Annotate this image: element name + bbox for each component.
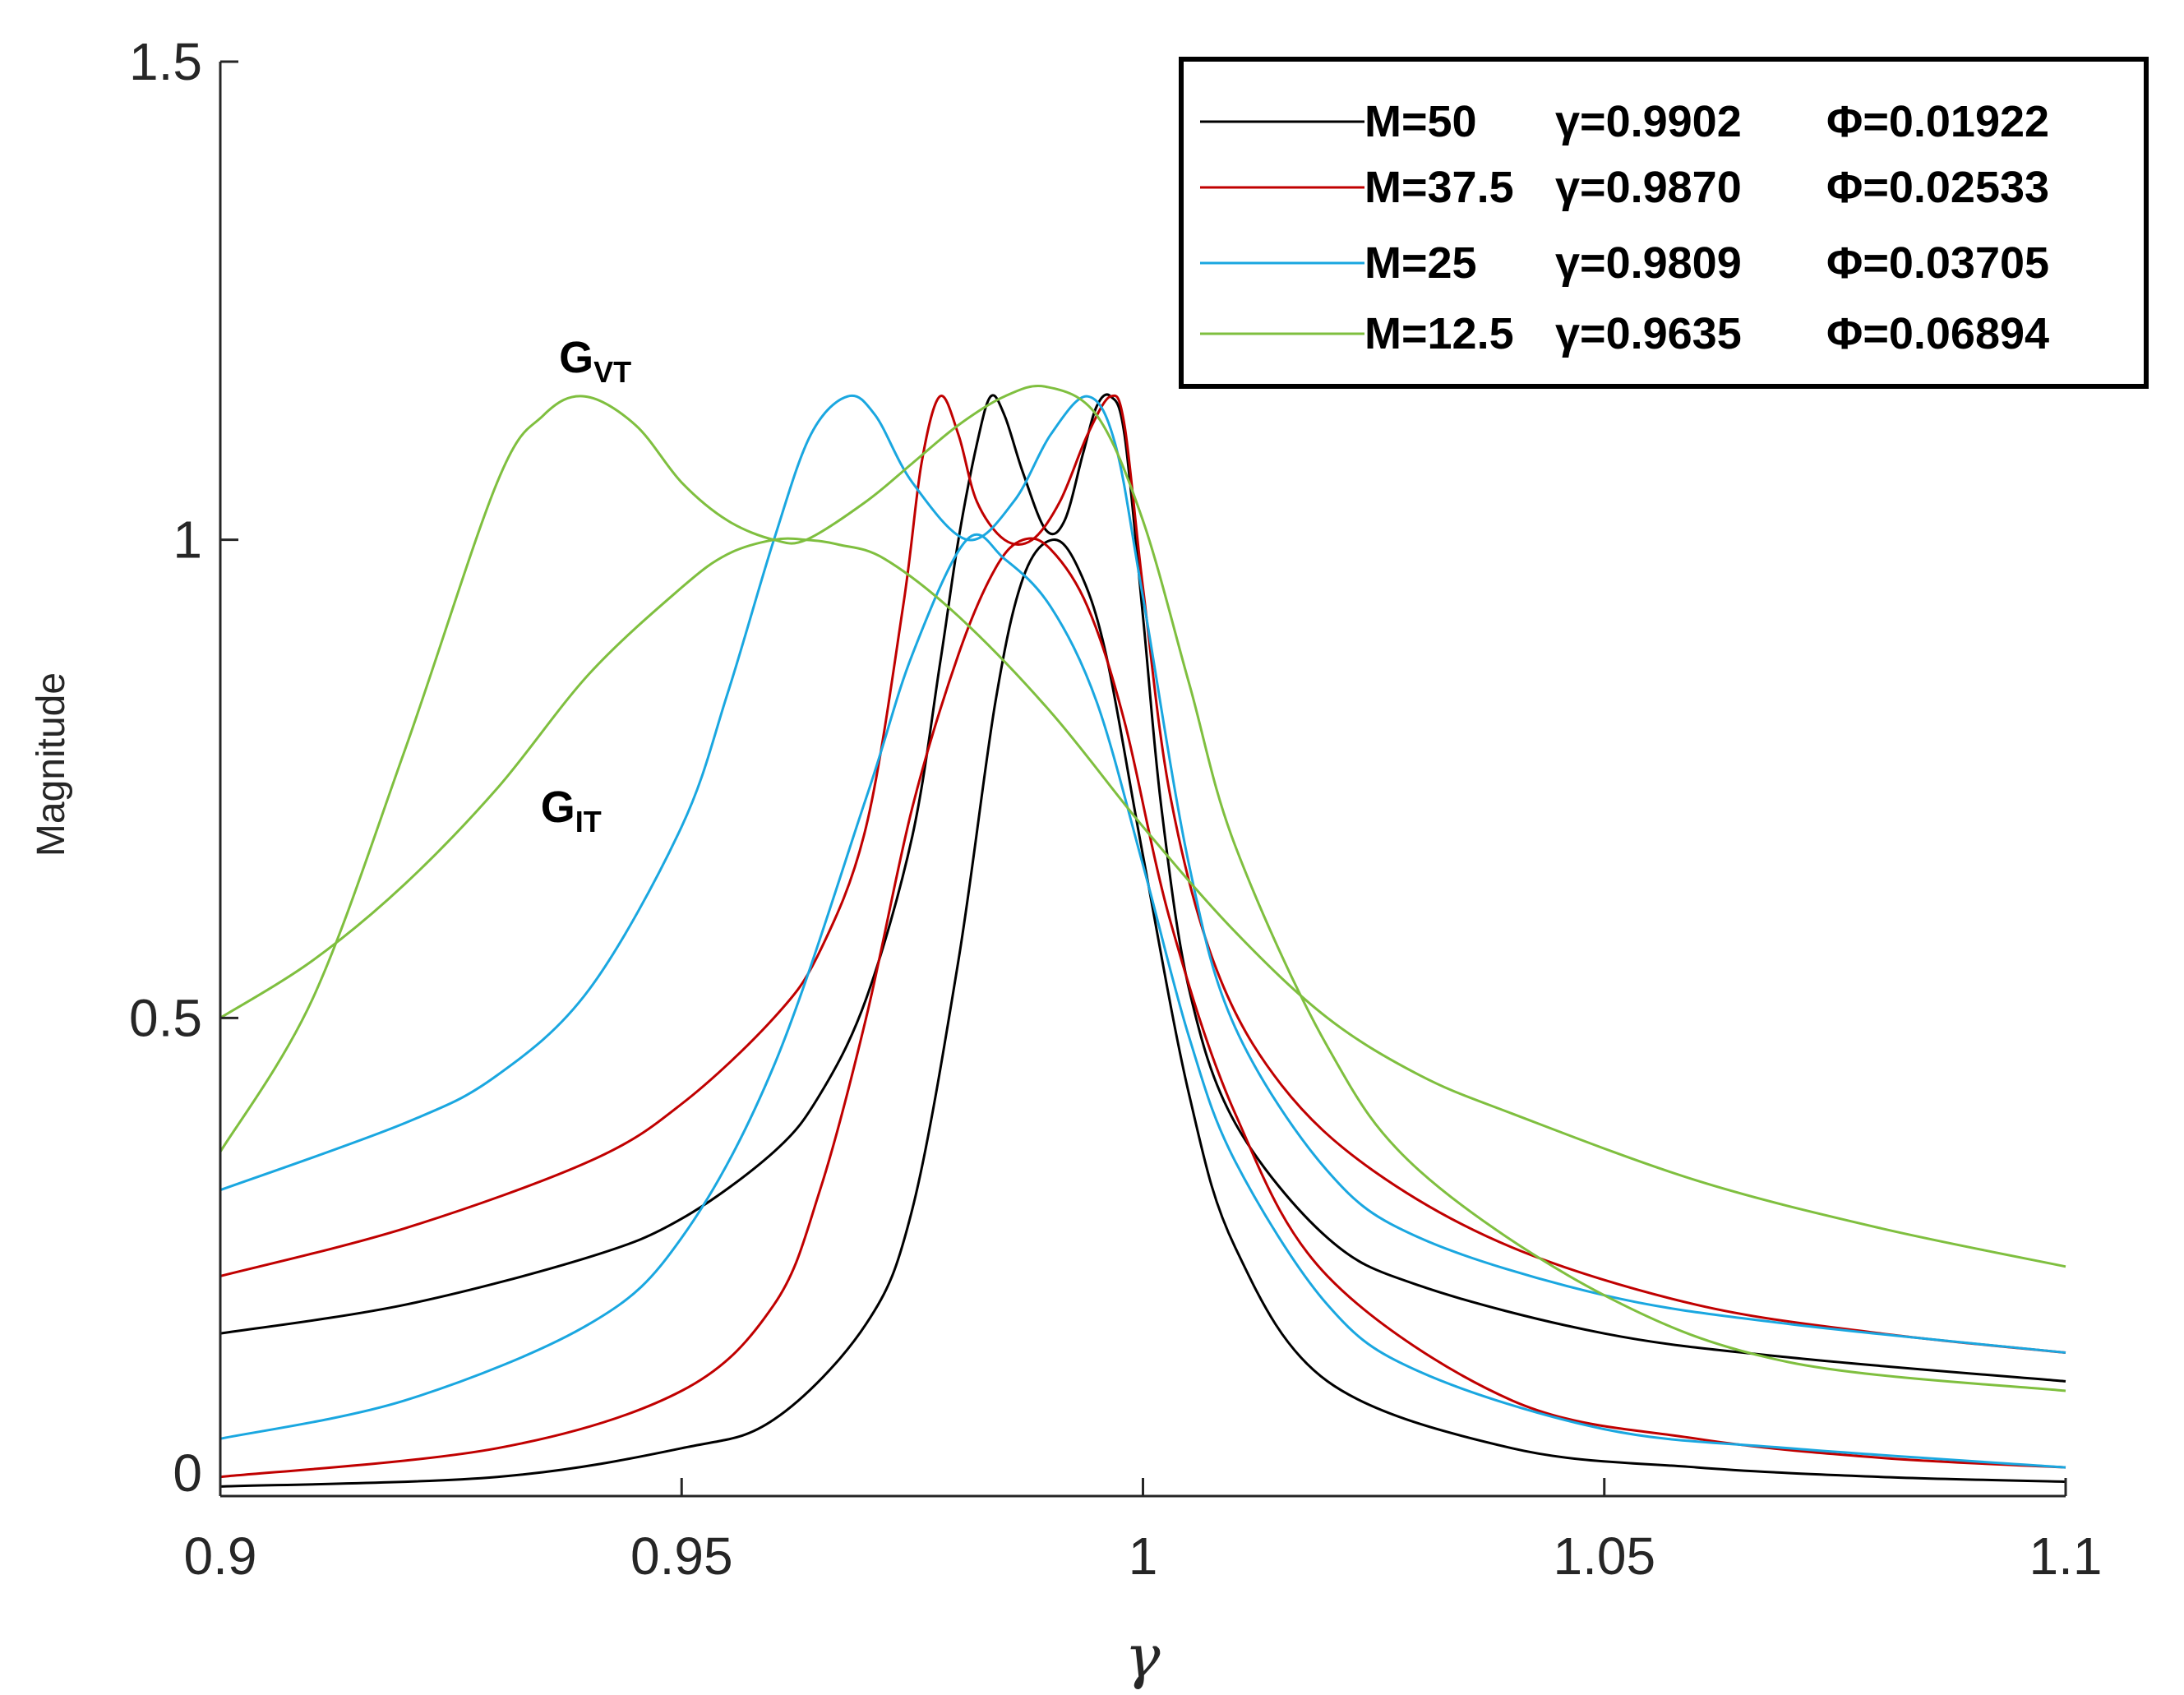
annotation-git-sub: IT	[575, 805, 602, 838]
annotation-git: GIT	[541, 783, 602, 838]
y-tick-label: 1.5	[129, 32, 202, 91]
annotation-gvt-main: G	[559, 333, 593, 382]
series-line-g-vt-m-50	[219, 393, 2066, 1383]
series-line-g-it-m-37-5	[219, 537, 2066, 1479]
series-line-g-it-m-50	[219, 538, 2066, 1488]
legend-label-m50: M=50	[1364, 97, 1477, 146]
legend-label-m25: M=25	[1364, 238, 1477, 288]
series-line-g-vt-m-12-5	[219, 385, 2066, 1392]
legend-label-m12-5: M=12.5	[1364, 309, 1514, 358]
legend-gamma-m37-5: γ=0.9870	[1555, 163, 1742, 212]
x-tick-label: 1	[1129, 1526, 1158, 1586]
x-tick-label: 1.05	[1553, 1526, 1655, 1586]
y-axis-title: Magnitude	[30, 672, 73, 857]
annotation-gvt-label: GVT	[559, 333, 631, 389]
series-line-g-it-m-12-5	[219, 537, 2066, 1268]
series-line-g-it-m-25	[219, 533, 2066, 1469]
y-tick-label: 0	[173, 1443, 202, 1503]
x-tick-label: 0.95	[630, 1526, 733, 1586]
annotation-gvt-sub: VT	[593, 355, 631, 389]
legend-phi-m12-5: Φ=0.06894	[1826, 309, 2049, 358]
legend-box	[1179, 57, 2149, 389]
legend-phi-m50: Φ=0.01922	[1826, 97, 2049, 146]
annotation-git-main: G	[541, 783, 575, 832]
y-tick-label: 1	[173, 510, 202, 570]
legend-gamma-m12-5: γ=0.9635	[1555, 309, 1742, 358]
legend-gamma-m50: γ=0.9902	[1555, 97, 1742, 146]
legend: M=50 γ=0.9902 Φ=0.01922 M=37.5 γ=0.9870 …	[1179, 57, 2149, 389]
x-tick-label: 0.9	[184, 1526, 257, 1586]
legend-entry-m37-5: M=37.5 γ=0.9870 Φ=0.02533	[1200, 163, 2049, 212]
legend-entry-m12-5: M=12.5 γ=0.9635 Φ=0.06894	[1200, 309, 2049, 358]
series-line-g-vt-m-37-5	[219, 394, 2066, 1354]
legend-phi-m25: Φ=0.03705	[1826, 238, 2049, 288]
x-ticks: 0.9 0.95 1 1.05 1.1	[184, 1478, 2103, 1586]
y-ticks: 0 0.5 1 1.5	[129, 32, 238, 1503]
x-tick-label: 1.1	[2029, 1526, 2103, 1586]
legend-phi-m37-5: Φ=0.02533	[1826, 163, 2049, 212]
legend-gamma-m25: γ=0.9809	[1555, 238, 1742, 288]
annotation-gvt: GVT	[559, 333, 631, 389]
y-tick-label: 0.5	[129, 988, 202, 1047]
legend-entry-m25: M=25 γ=0.9809 Φ=0.03705	[1200, 238, 2049, 288]
series-layer	[219, 385, 2066, 1488]
legend-label-m37-5: M=37.5	[1364, 163, 1514, 212]
legend-entry-m50: M=50 γ=0.9902 Φ=0.01922	[1200, 97, 2049, 146]
annotation-git-label: GIT	[541, 783, 602, 838]
series-line-g-vt-m-25	[219, 394, 2066, 1354]
x-axis-title: γ	[1124, 1622, 1161, 1691]
